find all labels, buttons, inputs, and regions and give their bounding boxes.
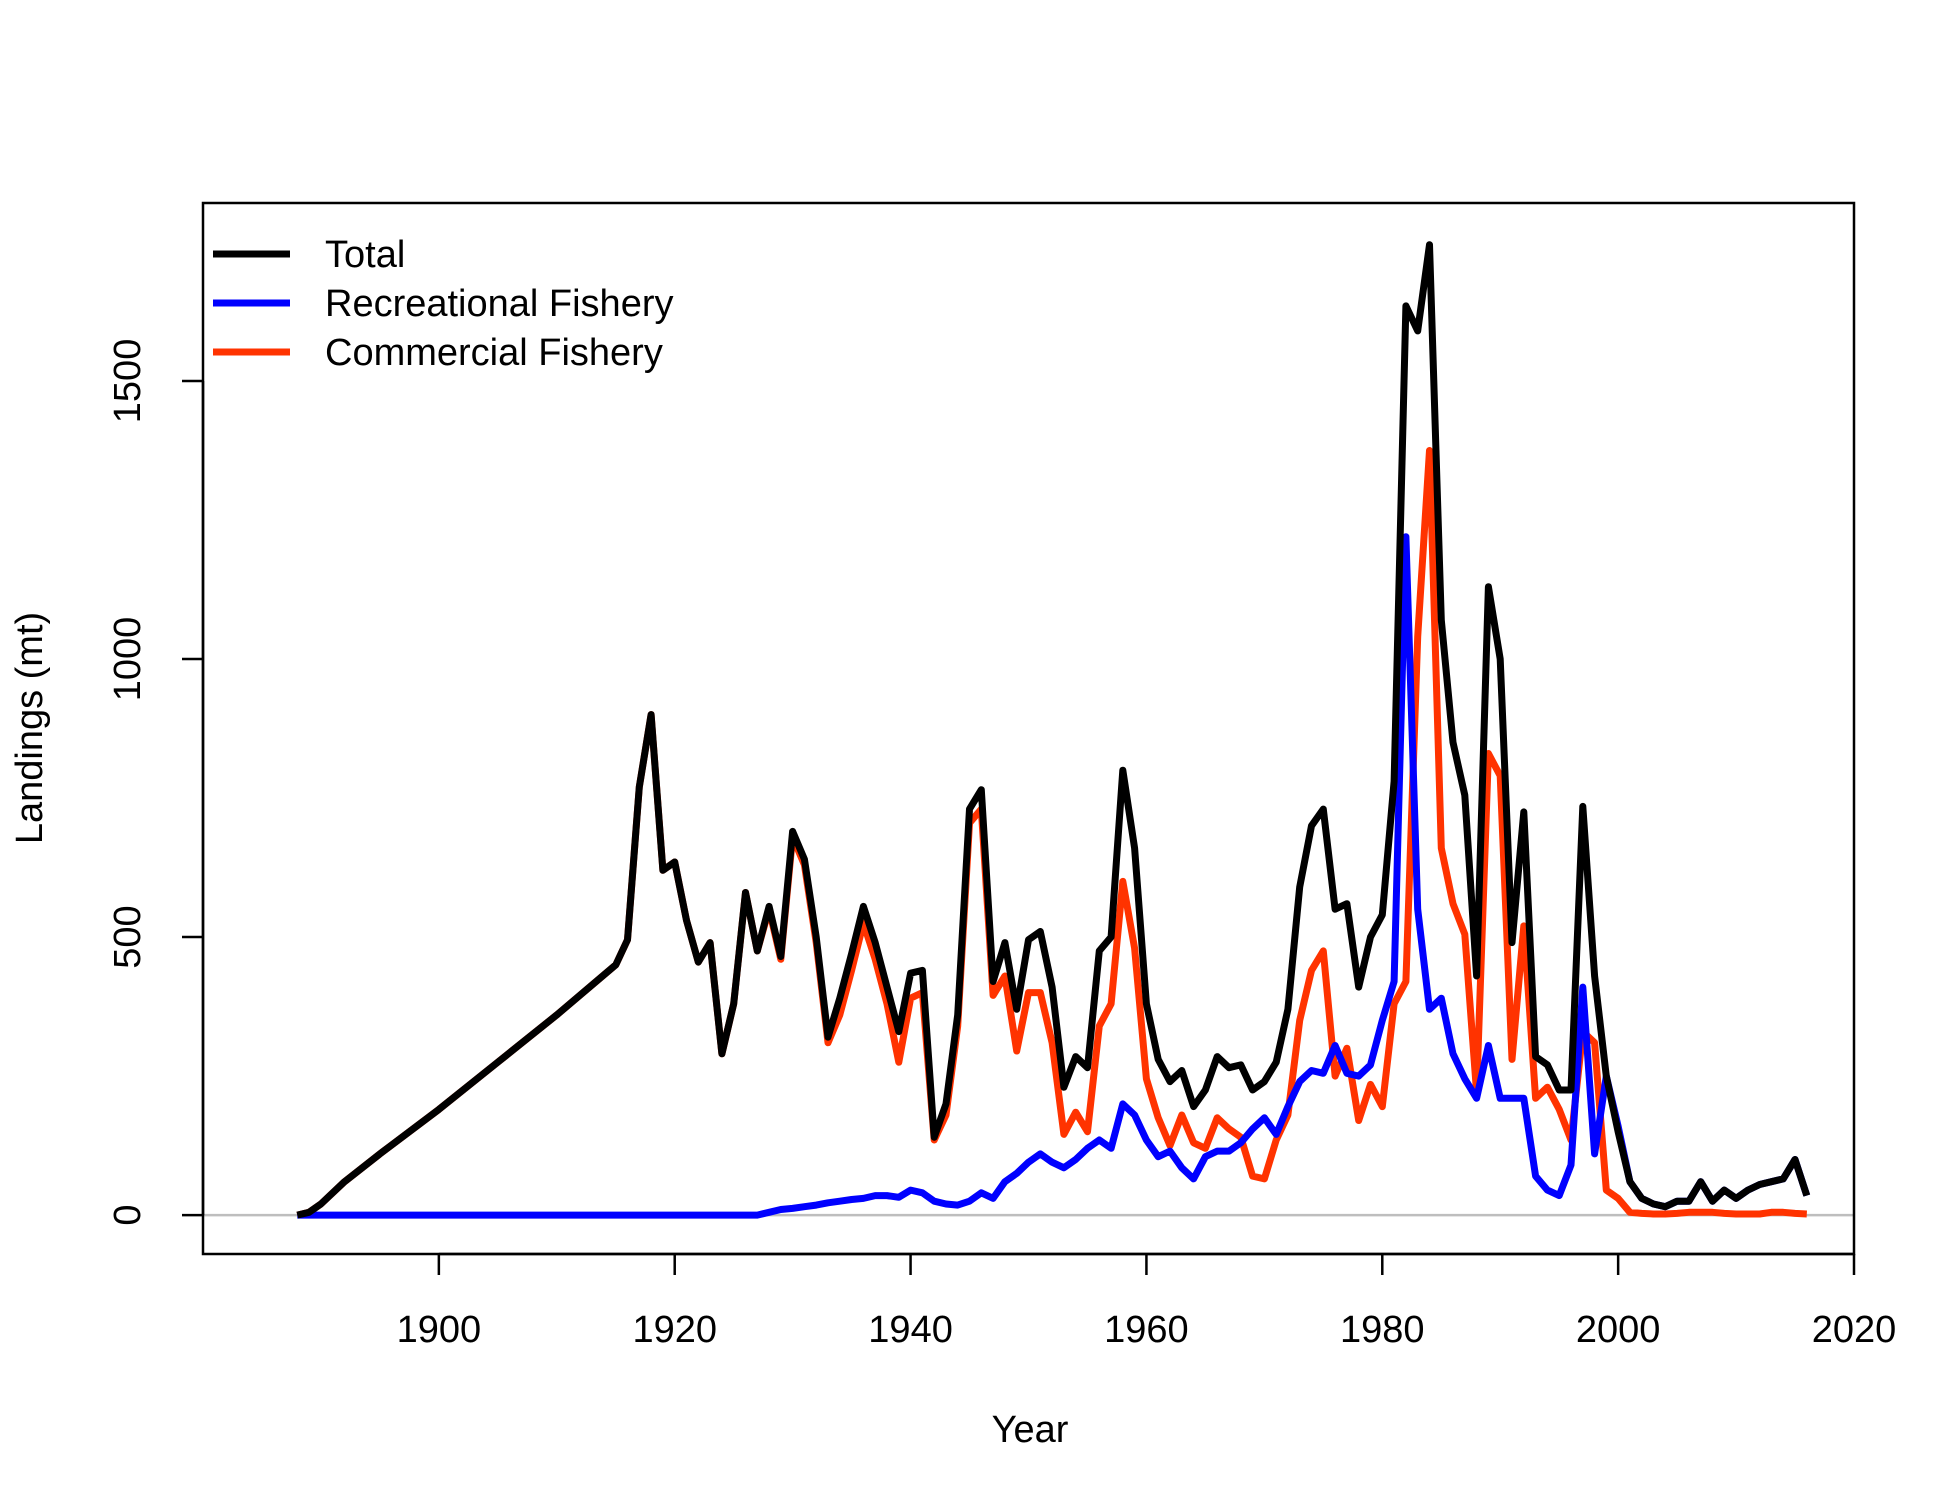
y-axis: 0 500 1000 1500 xyxy=(107,339,205,1226)
y-tick-label: 1500 xyxy=(107,339,149,424)
x-tick-label: 2020 xyxy=(1812,1309,1897,1351)
y-axis-label: Landings (mt) xyxy=(9,612,51,844)
x-tick-label: 1900 xyxy=(397,1309,482,1351)
y-tick-label: 500 xyxy=(107,905,149,968)
legend-label-commercial-fishery: Commercial Fishery xyxy=(325,332,663,374)
total-series-line xyxy=(296,241,1811,1219)
y-tick-label: 1000 xyxy=(107,617,149,702)
legend-label-recreational-fishery: Recreational Fishery xyxy=(325,283,673,325)
x-tick-label: 1980 xyxy=(1340,1309,1425,1351)
legend: Total Recreational Fishery Commercial Fish… xyxy=(213,234,673,374)
x-tick-label: 1920 xyxy=(632,1309,717,1351)
x-tick-label: 1940 xyxy=(868,1309,953,1351)
x-tick-label: 1960 xyxy=(1104,1309,1189,1351)
x-axis-label: Year xyxy=(992,1409,1069,1451)
y-tick-label: 0 xyxy=(107,1205,149,1226)
legend-label-total: Total xyxy=(325,234,405,276)
x-axis: 1900 1920 1940 1960 1980 2000 2020 xyxy=(397,1252,1897,1351)
x-tick-label: 2000 xyxy=(1576,1309,1661,1351)
series-layer xyxy=(296,241,1811,1219)
